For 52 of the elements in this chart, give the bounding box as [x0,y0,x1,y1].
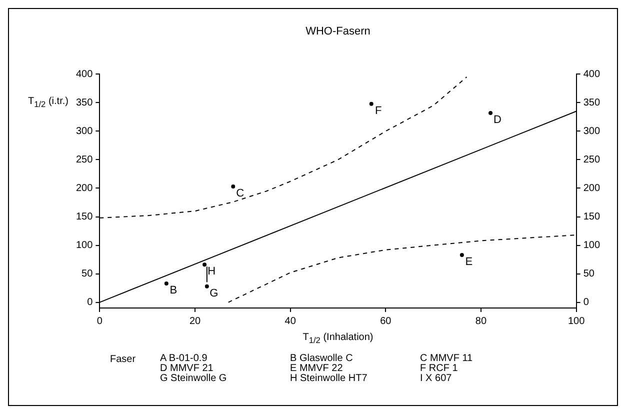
x-tick-label: 80 [475,316,487,327]
x-tick-label: 20 [189,316,202,327]
data-label: H [208,266,216,278]
data-label: F [374,104,382,117]
text: A B-01-0.9 [160,353,208,364]
y-tick-label: 350 [76,97,94,108]
y-tick-label: 300 [76,126,94,137]
text: E MMVF 22 [290,363,343,374]
y2-tick-label: 250 [583,154,600,166]
text: H Steinwolle HT7 [290,373,368,384]
point [460,252,464,257]
y2-tick-label: 300 [583,126,600,137]
y-tick-label: 150 [76,212,94,223]
y-tick-label: 50 [82,268,94,280]
text: Faser [110,354,136,365]
y-tick-label: 200 [76,183,94,194]
data-label: B [170,284,178,297]
y-tick-label: 100 [76,240,94,252]
text: D MMVF 21 [160,363,214,374]
point [488,110,493,115]
y2-tick-label: 50 [583,268,595,280]
x-axis-title: T$_{1/2}$ (Inhalation) [302,332,374,345]
point [231,184,236,189]
x-tick-label: 40 [284,316,296,327]
data-label: E [465,256,473,268]
y2-tick-label: 200 [583,183,600,194]
text: B Glaswolle C [290,353,354,364]
x-tick-label: 0 [96,316,103,327]
y-tick-label: 400 [76,68,94,80]
point [202,262,207,267]
text: F RCF 1 [420,363,459,374]
x-tick-label: 60 [380,316,392,327]
text: C MMVF 11 [420,353,474,364]
y2-tick-label: 350 [583,97,600,108]
text: G Steinwolle G [160,373,228,384]
y2-tick-label: 100 [583,240,600,252]
data-label: C [236,188,244,200]
line-series [228,234,576,303]
y2-tick-label: 400 [583,68,600,80]
point [164,281,168,286]
y2-tick-label: 150 [583,212,600,223]
point [204,284,209,288]
y-tick-label: 0 [87,297,94,308]
y-tick-label: 250 [76,154,94,166]
point [369,102,374,106]
text: I X 607 [420,373,453,384]
chart-title: WHO-Fasern [306,26,370,38]
data-label: D [494,114,502,126]
y2-tick-label: 0 [583,297,590,308]
data-label: G [210,287,218,300]
y-axis-title: T$_{1/2}$ (i.tr.) [28,96,68,109]
x-tick-label: 100 [568,316,586,327]
